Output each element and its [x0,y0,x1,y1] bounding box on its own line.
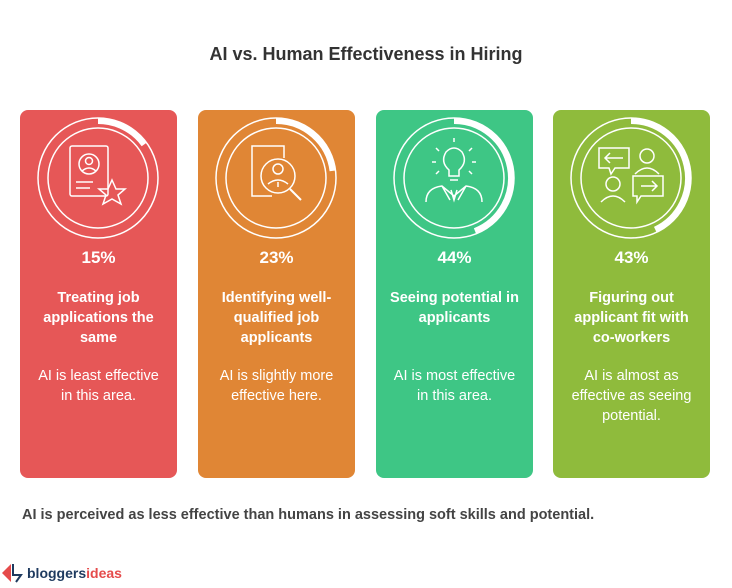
card: 23% Identifying well-qualified job appli… [198,110,355,478]
card-heading: Figuring out applicant fit with co-worke… [574,290,689,346]
gauge-inner-ring [580,127,682,229]
gauge-inner-ring [403,127,505,229]
card-description: AI is most effective in this area. [393,368,516,404]
gauge-arc [630,118,691,233]
resume-star-icon [69,145,128,206]
card-heading: Identifying well-qualified job applicant… [221,290,332,346]
card-description: AI is least effective in this area. [38,368,159,404]
gauge [570,117,692,239]
logo-icon [2,564,23,583]
percent-label: 23% [259,248,294,267]
card: 44% Seeing potential in applicants AI is… [376,110,533,478]
logo-text-accent: ideas [86,565,122,581]
gauge-arc [97,118,147,147]
card-heading: Seeing potential in applicants [390,290,519,326]
gauge [215,117,337,239]
percent-label: 43% [614,248,649,267]
card-heading: Treating job applications the same [43,290,154,346]
gauge [37,117,159,239]
card-description: AI is almost as effective as seeing pote… [571,368,692,424]
gauge [393,117,515,239]
gauge-arc [453,118,514,234]
gauge-inner-ring [47,127,149,229]
percent-label: 44% [437,248,472,267]
gauge-inner-ring [225,127,327,229]
page-title: AI vs. Human Effectiveness in Hiring [209,44,523,64]
lightbulb-person-icon [425,138,483,203]
conversation-people-icon [598,147,664,205]
card-description: AI is slightly more effective here. [219,368,334,404]
logo: bloggersideas [2,562,122,584]
logo-text-dark: bloggers [27,565,87,581]
percent-label: 15% [81,248,116,267]
footer-note: AI is perceived as less effective than h… [22,507,595,523]
card: 15% Treating job applications the same A… [20,110,177,478]
card: 43% Figuring out applicant fit with co-w… [553,110,710,478]
magnify-applicant-icon [251,145,302,201]
gauge-arc [275,118,336,172]
